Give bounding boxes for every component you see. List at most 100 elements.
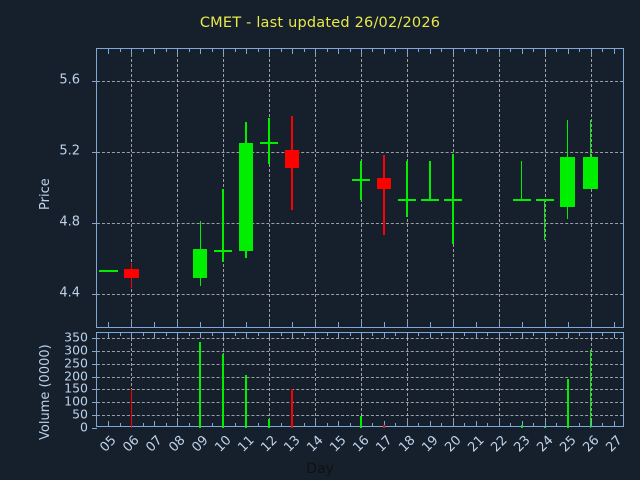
candle-close-tick <box>269 141 279 144</box>
price-minor-tick <box>119 49 121 52</box>
volume-top-tick <box>315 333 317 338</box>
volume-axis-label: 100 <box>64 393 88 409</box>
volume-bottom-tick <box>108 421 110 426</box>
candle-close-tick <box>429 198 439 201</box>
price-minor-tick <box>303 49 305 52</box>
volume-bottom-tick <box>452 421 454 426</box>
price-top-tick <box>292 49 294 54</box>
volume-minor-tick <box>533 423 535 426</box>
volume-axis-label: 0 <box>80 419 88 435</box>
volume-bottom-tick <box>338 421 340 426</box>
price-axis-label: 4.4 <box>59 285 80 301</box>
volume-minor-tick <box>464 333 466 336</box>
volume-minor-tick <box>280 333 282 336</box>
volume-bar <box>360 416 362 428</box>
volume-minor-tick <box>280 423 282 426</box>
volume-minor-tick <box>211 333 213 336</box>
candle-open-tick <box>512 198 522 201</box>
candle-body <box>124 268 139 278</box>
price-minor-tick <box>326 49 328 52</box>
volume-top-tick <box>567 333 569 338</box>
price-top-tick <box>200 49 202 54</box>
volume-top-tick <box>361 333 362 338</box>
candle-open-tick <box>351 179 361 182</box>
volume-axis-tick <box>92 428 97 429</box>
volume-axis-label: 250 <box>64 355 88 371</box>
candlestick <box>97 49 623 327</box>
candle-body <box>583 157 598 189</box>
price-bottom-tick <box>406 322 408 327</box>
volume-bar <box>268 419 271 428</box>
price-bottom-tick <box>269 322 271 327</box>
candle-close-tick <box>452 198 462 201</box>
volume-bar <box>291 389 294 428</box>
price-bottom-tick <box>452 322 454 327</box>
candle-open-tick <box>443 198 453 201</box>
candle-body <box>239 142 254 252</box>
price-bottom-tick <box>544 322 546 327</box>
price-minor-tick <box>188 49 190 52</box>
volume-minor-tick <box>441 333 443 336</box>
volume-minor-tick <box>487 333 489 336</box>
candle-open-tick <box>420 198 430 201</box>
volume-axis-tick <box>92 350 97 352</box>
volume-minor-tick <box>533 333 535 336</box>
price-bottom-tick <box>177 322 179 327</box>
price-bottom-tick <box>315 322 317 327</box>
volume-minor-tick <box>372 333 374 336</box>
volume-axis-tick <box>92 402 97 404</box>
price-bottom-tick <box>338 322 340 327</box>
candlestick <box>97 49 623 327</box>
volume-top-tick <box>200 333 202 338</box>
price-minor-tick <box>602 49 604 52</box>
volume-bar <box>520 425 523 428</box>
price-minor-tick <box>257 49 259 52</box>
price-minor-tick <box>142 49 144 52</box>
price-axis-tick <box>92 293 97 295</box>
volume-bar <box>245 375 248 428</box>
candle-open-tick <box>397 198 407 201</box>
candle-wick <box>406 160 408 218</box>
price-bottom-tick <box>131 322 133 327</box>
price-bottom-tick <box>567 322 569 327</box>
volume-minor-tick <box>556 333 558 336</box>
candle-wick <box>543 199 546 241</box>
volume-minor-tick <box>418 423 420 426</box>
price-minor-tick <box>441 49 443 52</box>
volume-axis-tick <box>92 376 97 378</box>
price-top-tick <box>154 49 156 54</box>
price-bottom-tick <box>361 322 362 327</box>
volume-bottom-tick <box>383 421 385 426</box>
volume-minor-tick <box>188 423 190 426</box>
price-top-tick <box>383 49 385 54</box>
volume-axis-label: 300 <box>64 342 88 358</box>
volume-top-tick <box>108 333 110 338</box>
volume-axis-tick <box>92 415 97 417</box>
volume-top-tick <box>521 333 523 338</box>
volume-minor-tick <box>303 333 305 336</box>
volume-axis-label: 50 <box>72 406 88 422</box>
price-top-tick <box>131 49 133 54</box>
volume-top-tick <box>613 333 615 338</box>
price-bottom-tick <box>223 322 225 327</box>
chart-title: CMET - last updated 26/02/2026 <box>199 15 441 31</box>
price-top-tick <box>108 49 110 54</box>
volume-minor-tick <box>349 423 351 426</box>
price-top-tick <box>406 49 408 54</box>
volume-top-tick <box>590 333 592 338</box>
volume-top-tick <box>154 333 156 338</box>
price-minor-tick <box>510 49 512 52</box>
volume-minor-tick <box>165 333 167 336</box>
volume-minor-tick <box>188 333 190 336</box>
volume-top-tick <box>452 333 454 338</box>
price-top-tick <box>429 49 431 54</box>
volume-bar <box>543 426 546 428</box>
price-top-tick <box>613 49 615 54</box>
candle-close-tick <box>361 179 371 182</box>
price-minor-tick <box>533 49 535 52</box>
volume-minor-tick <box>303 423 305 426</box>
volume-minor-tick <box>579 333 581 336</box>
volume-minor-tick <box>510 333 512 336</box>
